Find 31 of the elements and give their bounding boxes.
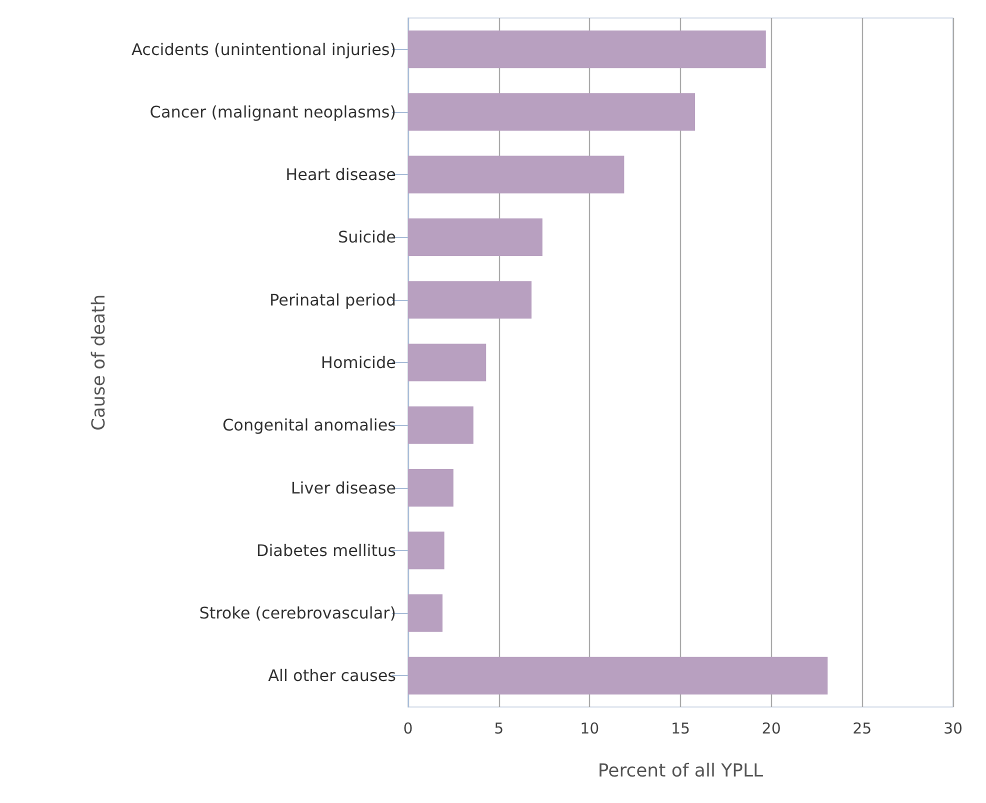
x-tick-label: 25	[852, 720, 872, 738]
x-tick-label: 20	[762, 720, 781, 738]
y-tick-label: Liver disease	[290, 478, 396, 498]
bar	[408, 656, 828, 694]
x-tick-label: 5	[494, 720, 504, 738]
y-tick-label: Perinatal period	[270, 290, 396, 310]
x-tick-label: 15	[670, 720, 690, 738]
y-tick-label: Congenital anomalies	[222, 416, 396, 435]
y-tick-label: Accidents (unintentional injuries)	[131, 40, 396, 59]
x-tick-label: 0	[403, 720, 413, 738]
bar	[408, 532, 444, 570]
y-tick-label: Suicide	[338, 228, 396, 247]
y-tick-label: All other causes	[268, 666, 396, 686]
bar	[408, 468, 454, 507]
y-tick-label: Diabetes mellitus	[256, 540, 396, 560]
bar	[408, 344, 486, 382]
bar	[408, 156, 624, 194]
x-tick-label: 10	[580, 720, 600, 738]
x-axis-title: Percent of all YPLL	[598, 760, 764, 782]
y-tick-label: Heart disease	[286, 165, 396, 184]
x-tick-label: 30	[943, 720, 963, 738]
bar	[408, 30, 766, 68]
bar	[408, 281, 532, 319]
y-tick-label: Cancer (malignant neoplasms)	[150, 102, 396, 122]
y-tick-label: Homicide	[320, 353, 396, 372]
bar	[408, 594, 443, 632]
bar	[408, 93, 696, 131]
bar	[408, 406, 474, 444]
y-tick-label: Stroke (cerebrovascular)	[199, 604, 396, 623]
bar	[408, 218, 542, 256]
y-axis-title: Cause of death	[88, 294, 110, 431]
